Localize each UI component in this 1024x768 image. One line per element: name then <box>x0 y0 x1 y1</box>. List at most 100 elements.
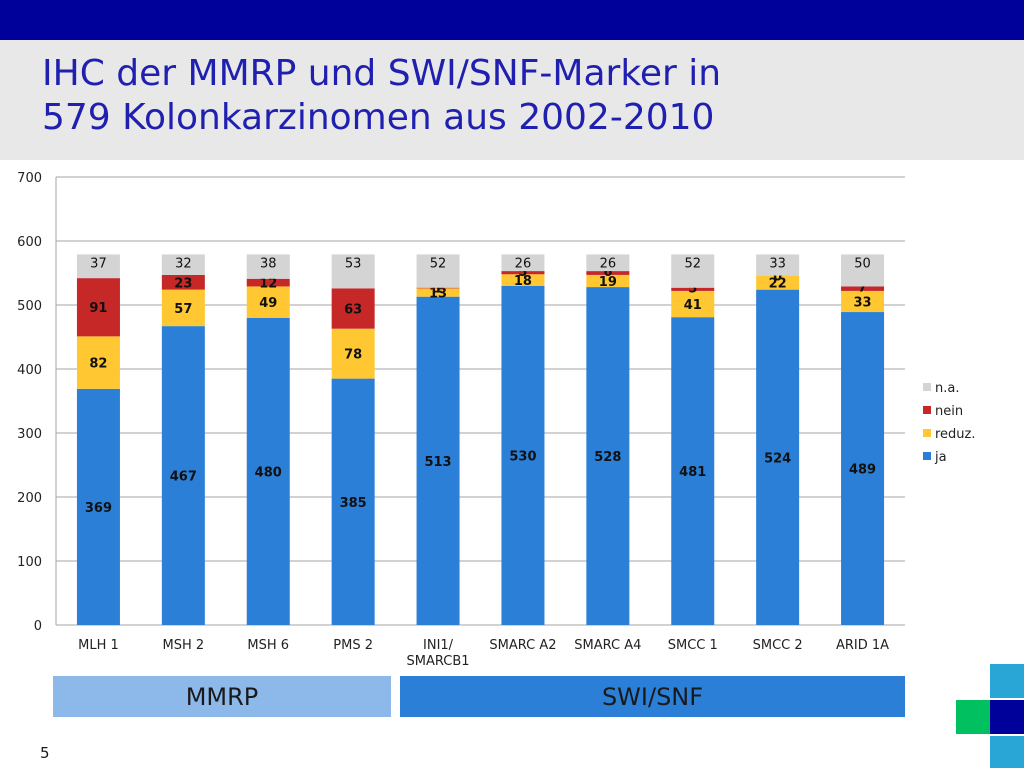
data-label: 26 <box>515 256 532 271</box>
bar-segment <box>76 388 120 625</box>
bar-segment <box>586 254 630 272</box>
bar-segment <box>161 274 205 290</box>
legend-swatch <box>923 429 931 437</box>
x-tick-label: SMARC A2 <box>489 638 556 653</box>
x-tick-label: SMCC 1 <box>668 638 718 653</box>
bar-segment <box>331 378 375 625</box>
data-label: 5 <box>518 265 527 280</box>
deco-square-teal-1 <box>990 664 1024 698</box>
bar-segment <box>246 317 290 625</box>
legend-label: nein <box>935 404 963 419</box>
data-label: 480 <box>255 465 282 480</box>
group-label-mmrp: MMRP <box>53 676 391 717</box>
page-number: 5 <box>40 744 50 762</box>
group-label-swisnf: SWI/SNF <box>400 676 905 717</box>
data-label: 1 <box>434 282 443 297</box>
x-tick-label: PMS 2 <box>333 638 373 653</box>
bar-segment <box>246 278 290 287</box>
data-label: 467 <box>170 470 197 485</box>
x-tick-label: MLH 1 <box>78 638 119 653</box>
data-label: 82 <box>89 357 107 372</box>
y-tick-label: 100 <box>17 555 42 570</box>
bar-segment <box>331 254 375 289</box>
y-tick-label: 700 <box>17 171 42 186</box>
bar-segment <box>671 254 715 288</box>
bar-segment <box>756 254 800 276</box>
x-tick-label: SMARC A4 <box>574 638 641 653</box>
data-label: 63 <box>344 303 362 318</box>
data-label: 13 <box>429 287 447 302</box>
data-label: 12 <box>259 277 277 292</box>
data-label: 489 <box>849 463 876 478</box>
bar-segment <box>671 290 715 318</box>
data-label: 91 <box>89 301 107 316</box>
data-label: 530 <box>509 449 536 464</box>
data-label: 49 <box>259 296 277 311</box>
legend-swatch <box>923 383 931 391</box>
bar-segment <box>501 285 545 625</box>
data-label: 78 <box>344 348 362 363</box>
data-label: 22 <box>769 277 787 292</box>
bar-segment <box>416 254 460 288</box>
data-label: 524 <box>764 451 791 466</box>
data-label: 53 <box>345 256 362 271</box>
data-label: 33 <box>854 295 872 310</box>
y-tick-label: 300 <box>17 427 42 442</box>
bar-segment <box>501 254 545 272</box>
data-label: 52 <box>684 256 701 271</box>
bar-segment <box>161 254 205 275</box>
bar-segment <box>331 328 375 379</box>
data-label: 23 <box>174 276 192 291</box>
data-label: 5 <box>688 282 697 297</box>
top-bar <box>0 0 1024 40</box>
bar-segment <box>501 274 545 286</box>
x-tick-label: SMCC 2 <box>753 638 803 653</box>
bar-segment <box>841 286 885 291</box>
bar-segment <box>841 290 885 313</box>
bar-segment <box>161 289 205 327</box>
bar-segment <box>586 271 630 275</box>
x-tick-label: ARID 1A <box>836 638 889 653</box>
bar-segment <box>331 288 375 329</box>
bar-segment <box>76 336 120 389</box>
x-tick-label: INI1/ <box>423 638 454 653</box>
legend-label: n.a. <box>935 381 959 396</box>
data-label: 33 <box>769 256 786 271</box>
legend-swatch <box>923 406 931 414</box>
bar-segment <box>756 289 800 625</box>
bar-segment <box>416 288 460 297</box>
y-tick-label: 400 <box>17 363 42 378</box>
data-label: 528 <box>594 450 621 465</box>
data-label: 385 <box>340 496 367 511</box>
bar-segment <box>416 296 460 625</box>
y-tick-label: 500 <box>17 299 42 314</box>
bar-segment <box>841 254 885 287</box>
bar-segment <box>586 287 630 625</box>
bar-segment <box>76 254 120 279</box>
y-tick-label: 200 <box>17 491 42 506</box>
legend-label: reduz. <box>935 427 976 442</box>
data-label: 369 <box>85 501 112 516</box>
legend-label: ja <box>934 450 947 465</box>
title-line-2: 579 Kolonkarzinomen aus 2002-2010 <box>42 97 715 138</box>
data-label: 6 <box>603 265 612 280</box>
deco-square-green <box>956 700 990 734</box>
data-label: 26 <box>600 256 617 271</box>
data-label: 19 <box>599 275 617 290</box>
bar-segment <box>756 275 800 290</box>
data-label: 41 <box>684 298 702 313</box>
bar-segment <box>246 286 290 318</box>
bar-segment <box>76 278 120 337</box>
bar-segment <box>841 312 885 625</box>
data-label: 52 <box>430 256 447 271</box>
y-tick-label: 600 <box>17 235 42 250</box>
data-label: 37 <box>90 256 107 271</box>
y-tick-label: 0 <box>34 619 42 634</box>
data-label: 50 <box>854 256 871 271</box>
x-tick-label: MSH 6 <box>247 638 289 653</box>
x-tick-label: SMARCB1 <box>407 654 470 669</box>
deco-square-teal-2 <box>990 736 1024 768</box>
data-label: 38 <box>260 256 277 271</box>
data-label: 0 <box>773 270 782 285</box>
